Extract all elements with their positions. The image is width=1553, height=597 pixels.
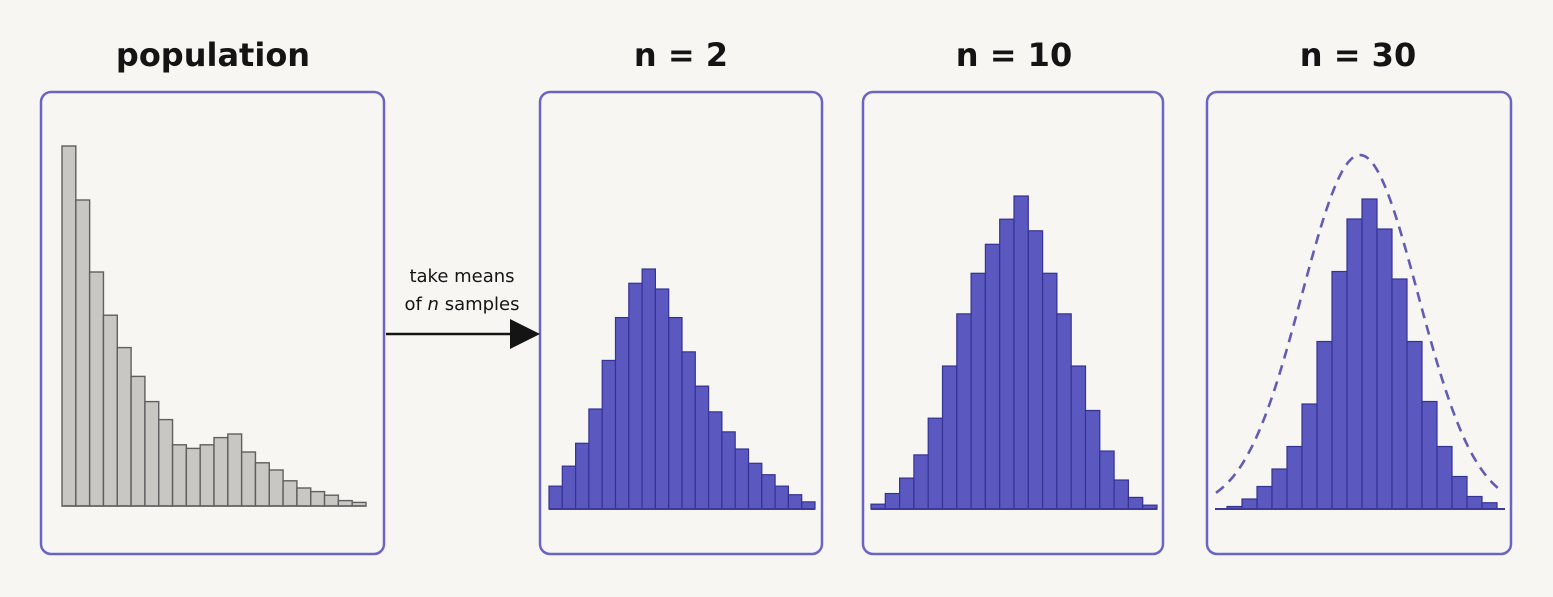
population-histogram — [61, 145, 367, 507]
population-bar — [268, 469, 284, 507]
n2-bar — [628, 282, 643, 510]
n2-bar — [641, 268, 656, 510]
population-bar — [310, 490, 326, 507]
n2-bar — [654, 288, 670, 510]
n10-bar — [956, 313, 972, 510]
n2-bar — [761, 474, 776, 510]
n2-bar — [774, 485, 789, 510]
n2-bar — [548, 485, 563, 510]
n30-bar — [1316, 340, 1333, 510]
population-bar — [185, 447, 201, 507]
population-bar — [337, 499, 353, 507]
n2-bar — [681, 351, 696, 510]
n10-bar — [1113, 479, 1129, 510]
n30-bar — [1301, 403, 1318, 510]
n30-bar — [1466, 495, 1483, 510]
n10-bar — [1070, 365, 1087, 510]
n30-histogram — [1226, 198, 1498, 510]
arrow-caption-suffix: samples — [439, 294, 520, 315]
n30-bar — [1241, 498, 1258, 510]
n30-bar — [1346, 218, 1363, 510]
population-bar — [227, 433, 243, 507]
population-title: population — [116, 36, 310, 74]
population-bar — [171, 444, 188, 507]
n30-panel — [1205, 90, 1513, 556]
n30-title: n = 30 — [1300, 36, 1416, 74]
n30-bar — [1406, 340, 1423, 510]
population-bar — [116, 346, 132, 507]
population-bar — [130, 375, 146, 507]
n2-bar — [694, 385, 710, 510]
n30-bar — [1256, 485, 1273, 510]
n2-bar — [561, 465, 577, 510]
population-bar — [323, 494, 340, 507]
n10-bar — [927, 417, 944, 510]
arrow-caption-line1: take means — [409, 266, 514, 287]
population-bar — [75, 199, 91, 507]
arrow-caption-prefix: of — [404, 294, 427, 315]
n10-histogram — [870, 195, 1158, 510]
n2-histogram — [548, 268, 816, 510]
n10-bar — [1127, 496, 1144, 510]
n30-bar — [1436, 445, 1453, 510]
n10-bar — [941, 365, 958, 510]
n2-bar — [574, 442, 590, 510]
n30-bar — [1286, 445, 1303, 510]
n10-bar — [1056, 313, 1072, 510]
normal-curve-overlay — [1215, 153, 1503, 494]
n2-bar — [707, 411, 723, 510]
n2-bar — [734, 448, 750, 510]
arrow-caption-n: n — [428, 294, 439, 315]
n10-bar — [1099, 450, 1115, 510]
n10-bar — [970, 272, 986, 510]
population-bar — [158, 418, 174, 507]
n30-bar — [1271, 468, 1288, 510]
n30-bar — [1376, 228, 1393, 510]
n10-bar — [1013, 195, 1029, 510]
n10-bar — [884, 492, 901, 510]
n10-bar — [1084, 409, 1101, 510]
population-panel — [39, 90, 386, 556]
population-bar — [240, 451, 257, 507]
population-bar — [296, 487, 312, 507]
n2-panel — [538, 90, 824, 556]
population-bar — [282, 480, 298, 507]
n10-bar — [1041, 272, 1058, 510]
population-bar — [199, 444, 215, 507]
n2-bar — [668, 316, 683, 510]
n2-bar — [747, 462, 763, 510]
n10-bar — [913, 454, 929, 510]
n30-bar — [1391, 278, 1408, 510]
n2-bar — [601, 359, 617, 510]
n2-title: n = 2 — [634, 36, 728, 74]
population-bar — [144, 400, 160, 507]
n30-bar — [1331, 270, 1348, 510]
n10-panel — [861, 90, 1165, 556]
n30-bar — [1421, 400, 1438, 510]
n2-bar — [801, 501, 816, 510]
population-bar — [61, 145, 77, 507]
n10-bar — [984, 243, 1001, 510]
n30-bar — [1451, 475, 1468, 510]
n10-bar — [999, 218, 1015, 510]
n2-bar — [588, 408, 603, 510]
population-bar — [88, 271, 105, 507]
population-bar — [254, 462, 270, 507]
n2-bar — [614, 316, 630, 510]
n10-bar — [898, 477, 915, 510]
population-bar — [213, 436, 229, 507]
n10-title: n = 10 — [956, 36, 1072, 74]
n30-bar — [1361, 198, 1378, 510]
population-bar — [102, 314, 118, 507]
n2-bar — [787, 494, 803, 510]
n2-bar — [721, 431, 736, 510]
n10-bar — [1027, 230, 1044, 510]
arrow-caption-line2: of n samples — [404, 294, 519, 315]
